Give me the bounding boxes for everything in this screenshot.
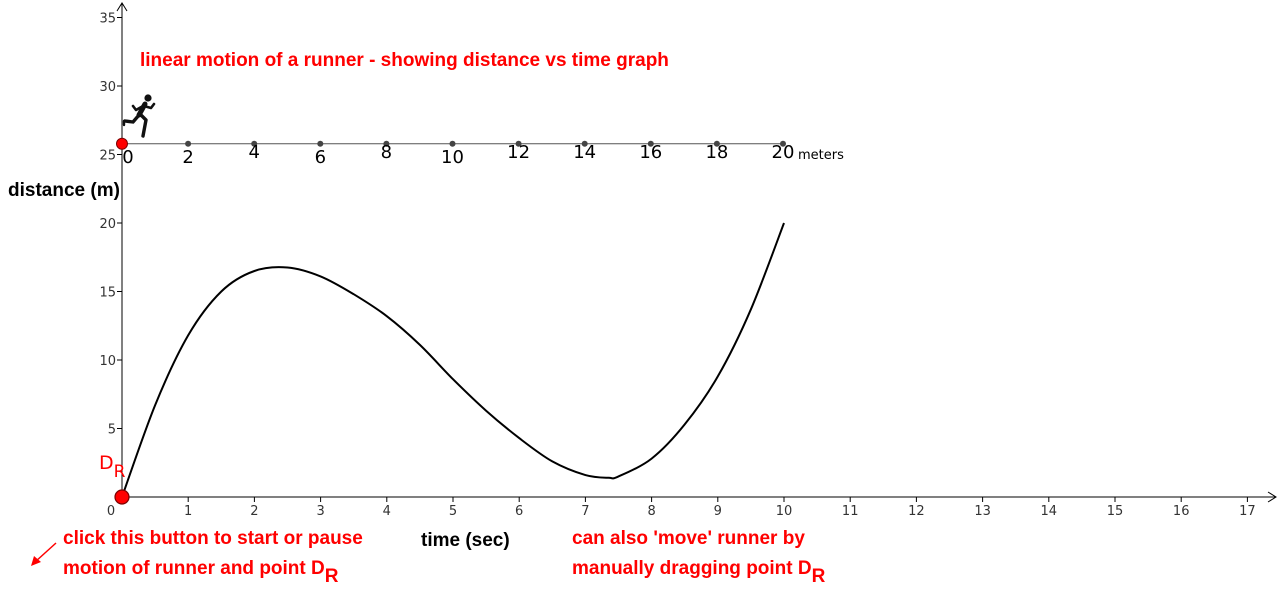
runner-icon[interactable] — [122, 94, 156, 138]
x-tick-label: 0 — [107, 504, 115, 519]
y-tick-label: 5 — [108, 423, 116, 438]
track-label: 20 — [772, 142, 795, 163]
x-tick-label: 14 — [1041, 504, 1058, 519]
x-axis-label: time (sec) — [421, 530, 510, 551]
track-label: 4 — [248, 142, 259, 163]
x-tick-label: 17 — [1239, 504, 1256, 519]
drag-hint-line2: manually dragging point DR — [572, 558, 826, 587]
x-tick-label: 1 — [184, 504, 192, 519]
x-tick-label: 9 — [714, 504, 722, 519]
track-label: 2 — [182, 147, 193, 168]
track-marker — [449, 140, 456, 147]
track-marker — [251, 140, 258, 147]
track-label: 14 — [573, 142, 596, 163]
track-marker — [780, 140, 786, 147]
track-label: 18 — [705, 142, 728, 163]
chart-title: linear motion of a runner - showing dist… — [140, 50, 669, 71]
series-line — [121, 222, 785, 498]
drag-hint-line1: can also 'move' runner by — [572, 528, 805, 549]
track-marker — [515, 140, 522, 147]
x-tick-label: 8 — [647, 504, 655, 519]
track-marker — [713, 140, 720, 147]
play-pause-hint-line2: motion of runner and point DR — [63, 558, 339, 587]
x-tick-label: 7 — [581, 504, 589, 519]
x-axis-arrow-icon — [1267, 491, 1277, 503]
play-pause-hint-arrow-icon — [31, 542, 57, 566]
track-label: 12 — [507, 142, 530, 163]
x-tick-label: 4 — [383, 504, 391, 519]
y-tick-label: 10 — [99, 354, 116, 369]
x-tick-label: 15 — [1107, 504, 1124, 519]
x-tick-label: 16 — [1173, 504, 1190, 519]
runner-track: 0 2 4 6 8 10 12 14 16 18 20 — [116, 137, 795, 168]
track-marker — [581, 140, 588, 147]
x-tick-label: 13 — [974, 504, 991, 519]
y-tick-label: 30 — [99, 80, 116, 95]
point-dr-handle[interactable] — [114, 489, 130, 505]
y-tick-label: 20 — [99, 217, 116, 232]
x-tick-label: 3 — [316, 504, 324, 519]
track-marker — [185, 140, 192, 147]
y-axis-arrow-icon — [116, 2, 128, 12]
point-dr-label: DR — [99, 452, 126, 482]
play-pause-hint-line1: click this button to start or pause — [63, 528, 363, 549]
y-tick-label: 15 — [99, 286, 116, 301]
track-marker — [317, 140, 324, 147]
x-ticks: 0 1 2 3 4 5 6 7 8 9 10 11 12 13 14 15 16 17 — [107, 497, 1256, 519]
track-label: 16 — [639, 142, 662, 163]
y-tick-label: 25 — [99, 149, 116, 164]
track-label: 6 — [315, 147, 326, 168]
x-tick-label: 10 — [776, 504, 793, 519]
axes — [116, 2, 1277, 503]
x-tick-label: 11 — [842, 504, 859, 519]
track-marker — [647, 140, 654, 147]
track-label: 8 — [381, 142, 392, 163]
x-tick-label: 6 — [515, 504, 523, 519]
track-label: 10 — [441, 147, 464, 168]
x-tick-label: 2 — [250, 504, 258, 519]
y-ticks: 5 10 15 20 25 30 35 — [99, 12, 122, 438]
track-marker — [383, 140, 390, 147]
x-tick-label: 12 — [908, 504, 925, 519]
track-runner-dot[interactable] — [116, 137, 128, 150]
x-tick-label: 5 — [449, 504, 457, 519]
track-unit-label: meters — [798, 148, 844, 163]
track-label: 0 — [122, 147, 133, 168]
y-tick-label: 35 — [99, 12, 116, 27]
y-axis-label: distance (m) — [8, 180, 120, 201]
